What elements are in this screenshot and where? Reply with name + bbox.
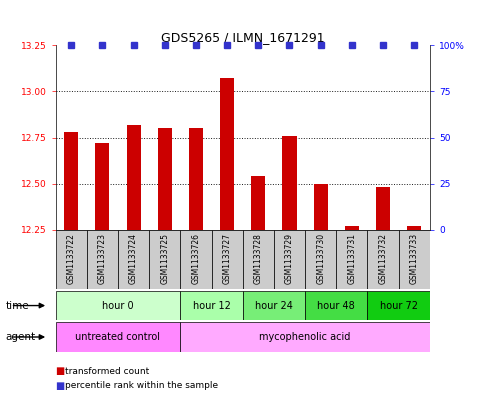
Text: GSM1133731: GSM1133731 — [347, 233, 356, 284]
Text: GSM1133732: GSM1133732 — [379, 233, 387, 284]
Text: untreated control: untreated control — [75, 332, 160, 342]
Bar — [313, 184, 327, 230]
Text: percentile rank within the sample: percentile rank within the sample — [65, 382, 218, 390]
Bar — [407, 226, 421, 230]
Text: GSM1133723: GSM1133723 — [98, 233, 107, 284]
Bar — [305, 291, 368, 320]
Bar — [242, 230, 274, 289]
Bar — [180, 291, 242, 320]
Bar — [95, 143, 109, 230]
Text: GSM1133724: GSM1133724 — [129, 233, 138, 284]
Text: GSM1133730: GSM1133730 — [316, 233, 325, 284]
Text: GSM1133726: GSM1133726 — [191, 233, 200, 284]
Bar — [118, 230, 149, 289]
Text: GSM1133733: GSM1133733 — [410, 233, 419, 284]
Bar — [56, 230, 87, 289]
Text: agent: agent — [6, 332, 36, 342]
Bar — [180, 322, 430, 352]
Bar — [180, 230, 212, 289]
Text: ■: ■ — [56, 381, 65, 391]
Text: GSM1133729: GSM1133729 — [285, 233, 294, 284]
Bar — [368, 291, 430, 320]
Text: GSM1133725: GSM1133725 — [160, 233, 169, 284]
Bar — [336, 230, 368, 289]
Text: hour 0: hour 0 — [102, 301, 134, 310]
Text: hour 12: hour 12 — [193, 301, 230, 310]
Text: ■: ■ — [56, 366, 65, 376]
Bar — [212, 230, 242, 289]
Text: GSM1133722: GSM1133722 — [67, 233, 76, 284]
Bar — [251, 176, 265, 230]
Bar — [158, 129, 172, 230]
Bar — [376, 187, 390, 230]
Bar — [64, 132, 78, 230]
Bar — [56, 322, 180, 352]
Text: hour 72: hour 72 — [380, 301, 418, 310]
Text: GSM1133728: GSM1133728 — [254, 233, 263, 284]
Bar — [127, 125, 141, 230]
Text: hour 48: hour 48 — [317, 301, 355, 310]
Bar — [305, 230, 336, 289]
Bar — [242, 291, 305, 320]
Bar — [87, 230, 118, 289]
Bar — [283, 136, 297, 230]
Bar — [345, 226, 359, 230]
Bar — [56, 291, 180, 320]
Text: time: time — [6, 301, 29, 310]
Title: GDS5265 / ILMN_1671291: GDS5265 / ILMN_1671291 — [161, 31, 325, 44]
Bar — [398, 230, 430, 289]
Bar — [220, 79, 234, 230]
Bar — [368, 230, 398, 289]
Text: transformed count: transformed count — [65, 367, 149, 376]
Bar — [149, 230, 180, 289]
Text: GSM1133727: GSM1133727 — [223, 233, 232, 284]
Bar — [274, 230, 305, 289]
Text: mycophenolic acid: mycophenolic acid — [259, 332, 351, 342]
Bar — [189, 129, 203, 230]
Text: hour 24: hour 24 — [255, 301, 293, 310]
